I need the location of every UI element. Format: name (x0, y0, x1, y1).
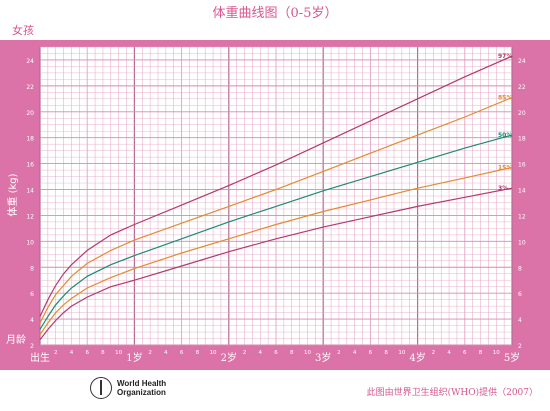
credit-text: 此图由世界卫生组织(WHO)提供（2007） (366, 388, 538, 398)
y-tick-label: 18 (518, 136, 526, 143)
x-month-tick-label: 6 (463, 350, 467, 356)
x-month-tick-label: 8 (101, 350, 105, 356)
y-axis-label: 体重 (kg) (6, 173, 19, 216)
y-tick-label: 10 (518, 239, 526, 246)
x-year-label: 1岁 (126, 351, 142, 364)
series-labels: 97% 85% 50% 15% 3% (498, 53, 512, 192)
x-month-tick-label: 8 (384, 350, 388, 356)
series-label: 15% (498, 164, 512, 171)
y-tick-label: 4 (518, 317, 522, 324)
x-month-tick-label: 6 (369, 350, 373, 356)
y-tick-label: 8 (518, 265, 522, 272)
series-line-50pct (39, 134, 513, 330)
x-year-label: 出生 (30, 351, 50, 364)
y-tick-label: 14 (26, 188, 34, 195)
who-name-line1: World Health (117, 379, 167, 388)
x-month-tick-label: 8 (290, 350, 294, 356)
series-line-15pct (39, 166, 513, 335)
series-label: 3% (498, 185, 508, 192)
x-month-tick-label: 8 (479, 350, 483, 356)
x-month-tick-label: 10 (493, 350, 500, 356)
x-year-label: 2岁 (221, 351, 237, 364)
y-tick-label: 16 (26, 162, 34, 169)
series-label: 97% (498, 53, 512, 60)
y-tick-label: 20 (518, 110, 526, 117)
x-month-tick-label: 2 (148, 350, 152, 356)
x-month-tick-label: 6 (85, 350, 89, 356)
y-tick-label: 16 (518, 162, 526, 169)
y-tick-label: 20 (26, 110, 34, 117)
series-label: 50% (498, 132, 512, 139)
series-line-85pct (39, 96, 513, 324)
who-logo: World Health Organization (90, 377, 166, 399)
x-month-tick-label: 2 (243, 350, 247, 356)
x-month-tick-label: 2 (432, 350, 436, 356)
x-year-label: 3岁 (315, 351, 331, 364)
x-month-tick-label: 10 (398, 350, 405, 356)
series-line-97pct (39, 55, 513, 317)
x-month-tick-label: 2 (54, 350, 58, 356)
x-month-tick-label: 8 (196, 350, 200, 356)
x-month-tick-label: 10 (210, 350, 217, 356)
y-tick-label: 14 (518, 188, 526, 195)
series-lines (39, 55, 513, 341)
x-month-tick-label: 6 (274, 350, 278, 356)
series-line-3pct (39, 187, 513, 341)
x-month-tick-label: 6 (180, 350, 184, 356)
x-year-label: 5岁 (504, 351, 520, 364)
y-tick-label: 8 (30, 265, 34, 272)
x-month-tick-label: 4 (164, 350, 168, 356)
x-axis-label: 月龄 (6, 333, 26, 346)
who-text: World Health Organization (117, 379, 166, 397)
y-tick-label: 12 (518, 213, 526, 220)
x-month-tick-label: 4 (70, 350, 74, 356)
x-year-label: 4岁 (409, 351, 425, 364)
x-month-tick-label: 10 (115, 350, 122, 356)
y-tick-label: 22 (26, 84, 34, 91)
x-month-tick-label: 4 (353, 350, 357, 356)
y-tick-label: 12 (26, 213, 34, 220)
y-tick-label: 18 (26, 136, 34, 143)
who-emblem-icon (90, 377, 112, 399)
who-name-line2: Organization (117, 388, 166, 397)
grid (39, 46, 513, 346)
x-month-tick-label: 10 (304, 350, 311, 356)
x-month-tick-label: 4 (447, 350, 451, 356)
y-tick-label: 2 (518, 343, 522, 350)
y-tick-label: 4 (30, 317, 34, 324)
x-month-tick-label: 2 (337, 350, 341, 356)
y-tick-label: 2 (30, 343, 34, 350)
y-tick-label: 6 (518, 291, 522, 298)
y-tick-label: 24 (26, 58, 34, 65)
x-ticks: 2 4 6 8 10 2 4 6 8 10 2 4 6 8 10 2 4 6 8 10 2 4 6 8 10 出生 1岁 2岁 3岁 4岁… (30, 350, 520, 364)
y-tick-label: 22 (518, 84, 526, 91)
chart-title: 体重曲线图（0-5岁） (212, 6, 338, 21)
chart-subtitle-girls: 女孩 (12, 24, 34, 37)
x-month-tick-label: 4 (259, 350, 263, 356)
series-label: 85% (498, 95, 512, 102)
y-tick-label: 10 (26, 239, 34, 246)
y-tick-label: 6 (30, 291, 34, 298)
y-tick-label: 24 (518, 58, 526, 65)
